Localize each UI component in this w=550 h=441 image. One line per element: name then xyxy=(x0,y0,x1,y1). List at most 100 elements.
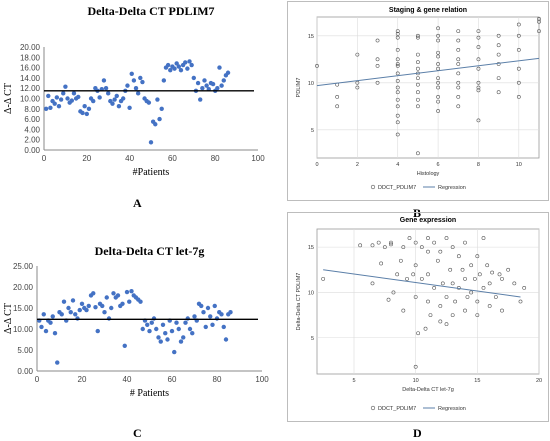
data-point xyxy=(395,97,400,102)
data-point xyxy=(469,290,474,295)
data-point xyxy=(436,62,440,66)
data-point xyxy=(416,97,420,102)
data-point xyxy=(395,272,400,277)
data-point xyxy=(456,71,461,76)
data-point xyxy=(217,65,222,70)
data-point xyxy=(485,263,490,268)
x-axis-title: # Patients xyxy=(130,388,169,399)
x-tick-label: 0 xyxy=(35,375,40,384)
data-point xyxy=(43,106,49,112)
data-point xyxy=(395,48,400,52)
data-point xyxy=(463,276,467,281)
data-point xyxy=(95,328,100,334)
data-point xyxy=(476,85,481,90)
panel-d-frame xyxy=(287,212,549,422)
data-point xyxy=(476,80,481,85)
legend-label-regression: Regression xyxy=(438,185,466,191)
data-point xyxy=(500,308,504,313)
data-point xyxy=(450,281,455,286)
data-point xyxy=(475,299,480,304)
data-point xyxy=(395,57,400,62)
data-point xyxy=(321,276,326,281)
x-tick-label: 60 xyxy=(168,154,177,163)
data-point xyxy=(71,91,77,96)
data-point xyxy=(43,328,49,334)
x-tick-label: 60 xyxy=(168,375,177,384)
data-point xyxy=(189,62,194,68)
data-point xyxy=(416,52,420,57)
x-axis-title: Histology xyxy=(417,171,440,177)
y-tick-label: 10.00 xyxy=(20,95,41,104)
y-tick-label: 20.00 xyxy=(20,43,41,52)
data-point xyxy=(106,91,111,96)
data-point xyxy=(426,249,430,254)
data-point xyxy=(201,310,206,315)
data-point xyxy=(221,78,226,83)
data-point xyxy=(379,261,384,266)
data-point xyxy=(138,299,143,304)
data-point xyxy=(124,289,130,295)
data-point xyxy=(59,312,64,317)
data-point xyxy=(444,295,449,299)
data-point xyxy=(75,316,80,321)
data-point xyxy=(435,258,440,263)
y-tick-label: 10.00 xyxy=(13,325,34,334)
data-point xyxy=(86,106,92,112)
data-point xyxy=(149,320,154,325)
y-tick-label: 2.00 xyxy=(24,136,40,145)
y-tick-label: 15.00 xyxy=(13,304,34,313)
data-point xyxy=(436,54,440,59)
data-point xyxy=(225,70,231,75)
data-point xyxy=(537,19,541,24)
data-point xyxy=(140,326,145,332)
data-point xyxy=(183,60,188,65)
data-point xyxy=(395,32,400,36)
data-point xyxy=(159,106,164,112)
data-point xyxy=(463,308,467,313)
y-tick-label: 4.00 xyxy=(24,125,40,134)
x-tick-label: 4 xyxy=(396,162,399,168)
data-point xyxy=(516,95,521,99)
data-point xyxy=(77,307,82,313)
data-point xyxy=(50,314,55,319)
x-tick-label: 5 xyxy=(352,378,355,384)
data-point xyxy=(190,331,195,336)
data-point xyxy=(413,364,418,369)
data-point xyxy=(102,310,107,315)
y-axis-title: Δ-Δ CT xyxy=(3,303,14,334)
regression-line xyxy=(323,269,521,298)
data-point xyxy=(202,78,207,83)
data-point xyxy=(178,67,184,73)
plot-area xyxy=(316,16,540,159)
y-tick-label: 16.00 xyxy=(20,64,41,73)
data-point xyxy=(131,78,137,83)
data-point xyxy=(210,322,215,327)
data-point xyxy=(395,35,400,40)
data-point xyxy=(147,328,152,334)
data-point xyxy=(481,236,486,240)
data-point xyxy=(456,95,461,99)
panel-label-c: C xyxy=(133,426,142,440)
data-point xyxy=(133,86,139,91)
data-point xyxy=(163,331,168,336)
data-point xyxy=(181,335,186,340)
legend-label-regression: Regression xyxy=(438,406,466,412)
panel-c: Delta-Delta CT let-7g 0.00 5.00 10.00 15.00 2… xyxy=(0,240,275,400)
y-axis-title: PDLIM7 xyxy=(296,78,302,98)
data-point xyxy=(158,339,163,344)
data-point xyxy=(436,26,440,31)
data-point xyxy=(476,66,481,71)
data-point xyxy=(465,295,470,299)
data-point xyxy=(436,85,440,90)
data-point xyxy=(436,33,440,38)
y-tick-label: 20.00 xyxy=(13,283,34,292)
data-point xyxy=(405,276,409,281)
y-tick-label: 25.00 xyxy=(13,262,34,271)
data-point xyxy=(438,319,443,324)
data-point xyxy=(183,320,188,325)
data-point xyxy=(395,63,400,68)
data-point xyxy=(48,320,53,325)
data-point xyxy=(416,60,420,65)
data-point xyxy=(375,63,380,68)
data-point xyxy=(146,100,152,105)
